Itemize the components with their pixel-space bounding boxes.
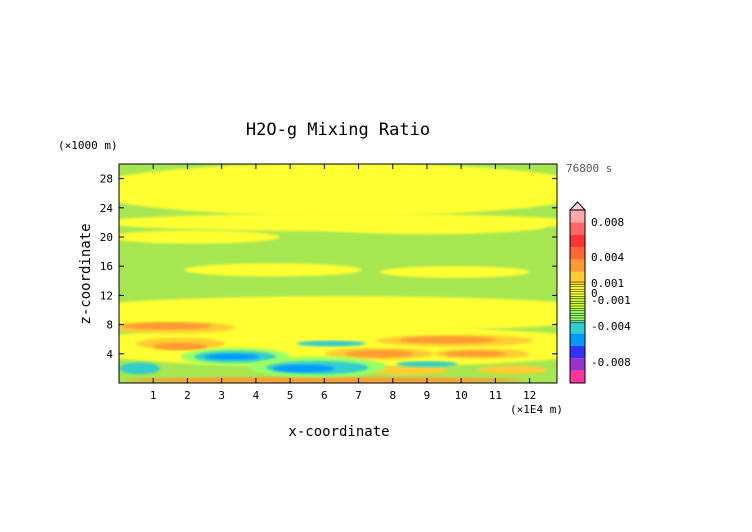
- y-tick-label: 24: [100, 202, 114, 215]
- contour-region-moist: [307, 218, 547, 235]
- contour-region-dry: [272, 364, 335, 373]
- plot-area: [118, 163, 558, 384]
- y-tick-label: 4: [106, 348, 113, 361]
- contour-region-moist: [184, 263, 362, 277]
- contour-region-moist: [119, 164, 557, 216]
- colorbar-segment: [570, 259, 585, 272]
- contour-region-moist: [344, 350, 414, 358]
- colorbar-label: 0: [591, 287, 598, 300]
- colorbar-label: 0.008: [591, 216, 624, 229]
- x-tick-label: 9: [424, 389, 431, 402]
- colorbar-label: -0.004: [591, 320, 631, 333]
- colorbar-segment: [570, 296, 585, 309]
- x-tick-label: 8: [389, 389, 396, 402]
- colorbar-segment: [570, 333, 585, 346]
- contour-region-moist: [444, 350, 506, 357]
- x-unit-label: (×1E4 m): [510, 403, 563, 416]
- y-tick-label: 8: [106, 319, 113, 332]
- chart-title: H2O-g Mixing Ratio: [246, 120, 430, 140]
- colorbar-arrow: [568, 201, 587, 211]
- x-tick-label: 10: [455, 389, 468, 402]
- colorbar-segment: [570, 345, 585, 359]
- y-tick-label: 20: [100, 231, 113, 244]
- contour-region-moist: [399, 336, 496, 344]
- contour-region-dry: [204, 353, 260, 360]
- contour-region-moist: [153, 342, 208, 351]
- colorbar-segment: [570, 234, 585, 248]
- x-tick-label: 2: [184, 389, 191, 402]
- contour-region-moist: [365, 366, 448, 375]
- colorbar-segment: [570, 222, 585, 235]
- x-tick-label: 1: [150, 389, 157, 402]
- y-tick-label: 16: [100, 260, 113, 273]
- contour-region-dry: [396, 361, 458, 367]
- contour-region-dry: [119, 362, 161, 375]
- colorbar-segment: [570, 358, 585, 371]
- x-axis-label: x-coordinate: [288, 424, 389, 440]
- contour-region-moist: [119, 296, 557, 332]
- y-tick-label: 12: [100, 289, 113, 302]
- colorbar-segment: [570, 321, 585, 334]
- x-tick-label: 12: [523, 389, 536, 402]
- colorbar-segment: [570, 370, 585, 383]
- colorbar-segment: [570, 271, 585, 285]
- x-tick-label: 4: [253, 389, 260, 402]
- x-tick-label: 7: [355, 389, 362, 402]
- colorbar-label: -0.008: [591, 356, 631, 369]
- contour-region-moist: [379, 266, 530, 278]
- colorbar-segment: [570, 210, 585, 223]
- plot-frame: [118, 163, 558, 384]
- x-tick-label: 6: [321, 389, 328, 402]
- contour-region-moist: [122, 322, 212, 330]
- colorbar-label: 0.004: [591, 251, 624, 264]
- x-tick-label: 3: [218, 389, 225, 402]
- contour-region-moist: [478, 365, 547, 375]
- colorbar-segment: [570, 284, 585, 297]
- x-tick-label: 11: [489, 389, 502, 402]
- contour-region-moist: [119, 230, 280, 244]
- time-label: 76800 s: [566, 162, 612, 175]
- colorbar-label: -0.001: [591, 294, 631, 307]
- colorbar-segment: [570, 247, 585, 260]
- y-tick-label: 28: [100, 173, 113, 186]
- contour-region-dry: [296, 340, 366, 347]
- colorbar-label: 0.001: [591, 277, 624, 290]
- y-axis-label: z-coordinate: [78, 223, 94, 324]
- x-tick-label: 5: [287, 389, 294, 402]
- y-unit-label: (×1000 m): [58, 139, 118, 152]
